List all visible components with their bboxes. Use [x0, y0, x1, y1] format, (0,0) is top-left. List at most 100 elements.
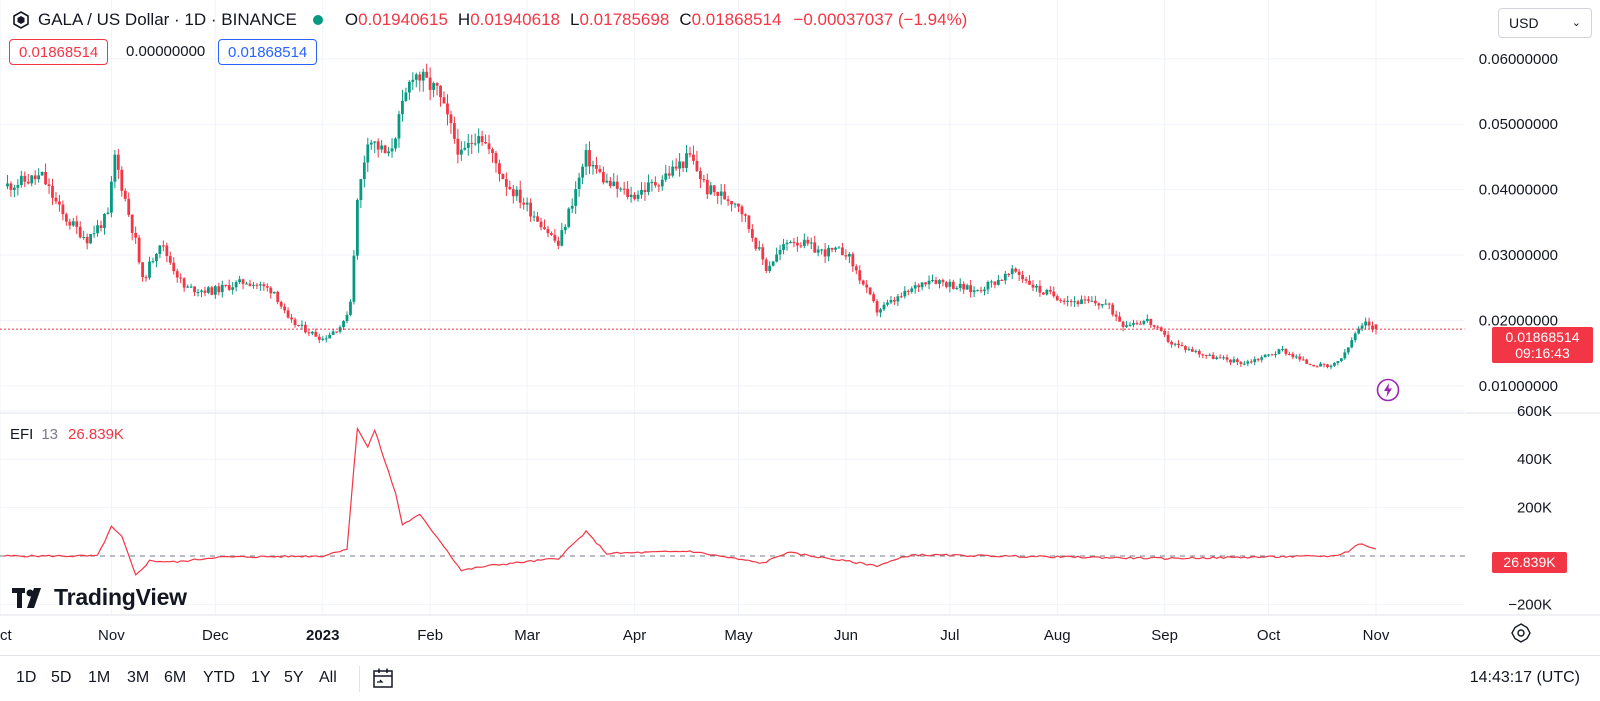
timeframe-1y[interactable]: 1Y — [251, 669, 271, 686]
candle — [1087, 296, 1090, 304]
candle — [1312, 364, 1316, 367]
candlestick-series[interactable] — [6, 63, 1378, 370]
candle — [47, 178, 51, 194]
candle — [1218, 354, 1222, 359]
candle — [574, 181, 578, 214]
candle — [792, 237, 796, 248]
candle — [865, 280, 869, 293]
candle — [106, 207, 110, 215]
candle — [577, 172, 581, 197]
candle — [889, 296, 893, 305]
candle — [764, 257, 768, 274]
buy-button[interactable]: 0.01868514 — [218, 39, 318, 65]
candle — [1215, 355, 1219, 360]
candle — [581, 163, 584, 185]
utc-clock[interactable]: 14:43:17 (UTC) — [1469, 669, 1580, 686]
price-axis[interactable]: 0.06000000 0.05000000 0.04000000 0.03000000… — [1479, 51, 1558, 395]
candle — [473, 133, 477, 146]
candle — [1000, 278, 1004, 281]
candle — [522, 197, 526, 210]
candle — [844, 249, 848, 260]
time-tick-label: Jun — [834, 627, 858, 644]
currency-select[interactable]: USD ⌄ — [1498, 8, 1592, 38]
candle — [175, 268, 179, 283]
candle — [796, 236, 799, 252]
candle — [276, 290, 280, 305]
tradingview-logo-icon — [12, 587, 41, 608]
candle — [647, 174, 650, 196]
candle — [882, 301, 886, 312]
candle — [310, 330, 314, 336]
candle — [317, 333, 321, 344]
candle — [681, 161, 685, 173]
efi-legend[interactable]: EFI 13 26.839K — [10, 426, 124, 443]
candle — [1048, 286, 1052, 295]
time-axis[interactable]: ct Nov Dec 2023 Feb Mar Apr May Jun Jul Aug Sep Oct N… — [0, 627, 1390, 644]
timeframe-5y[interactable]: 5Y — [284, 669, 304, 686]
efi-tick-label: 600K — [1517, 403, 1552, 420]
candle — [1274, 351, 1277, 358]
candle — [1128, 321, 1132, 327]
candle — [858, 265, 862, 285]
symbol-legend[interactable]: GALA / US Dollar · 1D · BINANCE O0.01940… — [12, 9, 967, 31]
timeframe-1d[interactable]: 1D — [16, 669, 37, 686]
candle — [1208, 353, 1212, 357]
candle — [1059, 298, 1063, 303]
candle — [404, 87, 408, 102]
candle — [584, 143, 588, 176]
candle — [927, 275, 931, 290]
candle — [103, 213, 106, 235]
candle — [941, 278, 945, 287]
candle — [186, 284, 190, 289]
candle — [279, 300, 283, 309]
candle — [456, 128, 460, 164]
calendar-goto-icon[interactable] — [372, 667, 394, 689]
efi-axis[interactable]: 600K 400K 200K −200K — [1508, 403, 1552, 614]
candle — [841, 242, 844, 256]
candle — [425, 63, 429, 79]
candle — [643, 182, 647, 201]
sell-button[interactable]: 0.01868514 — [9, 39, 109, 65]
candle — [1360, 322, 1364, 332]
candle — [1177, 340, 1180, 349]
candle — [85, 233, 89, 250]
timeframe-all[interactable]: All — [319, 669, 337, 686]
candle — [1035, 284, 1038, 292]
candle — [1204, 354, 1208, 359]
candle — [480, 130, 484, 146]
candle — [508, 180, 512, 191]
candle — [938, 279, 941, 289]
candle — [733, 202, 737, 208]
candle — [297, 324, 300, 327]
candle — [453, 116, 456, 144]
candle — [1329, 364, 1333, 370]
candle — [1346, 347, 1350, 355]
timeframe-1m[interactable]: 1M — [88, 669, 111, 686]
timeframe-ytd[interactable]: YTD — [203, 669, 235, 686]
candle — [380, 140, 384, 153]
candle — [324, 335, 328, 343]
candle — [314, 328, 318, 337]
candle — [1003, 270, 1007, 285]
candle — [830, 247, 834, 253]
timeframe-5d[interactable]: 5D — [51, 669, 72, 686]
candle — [300, 320, 304, 330]
candle — [61, 200, 65, 221]
last-price-tag: 0.01868514 09:16:43 — [1492, 327, 1593, 363]
candle — [182, 277, 186, 292]
candle — [1239, 360, 1243, 367]
timeframe-6m[interactable]: 6M — [164, 669, 187, 686]
timeframe-3m[interactable]: 3M — [127, 669, 150, 686]
candle — [165, 242, 169, 263]
lightning-icon[interactable] — [1376, 378, 1400, 402]
candle — [536, 212, 539, 223]
symbol-title[interactable]: GALA / US Dollar · 1D · BINANCE — [38, 10, 297, 29]
candle — [75, 215, 79, 235]
candle — [1187, 346, 1191, 351]
market-status-dot[interactable] — [312, 15, 323, 25]
candle — [269, 286, 273, 299]
tradingview-logo[interactable]: TradingView — [12, 584, 187, 611]
settings-icon[interactable] — [1511, 623, 1531, 643]
